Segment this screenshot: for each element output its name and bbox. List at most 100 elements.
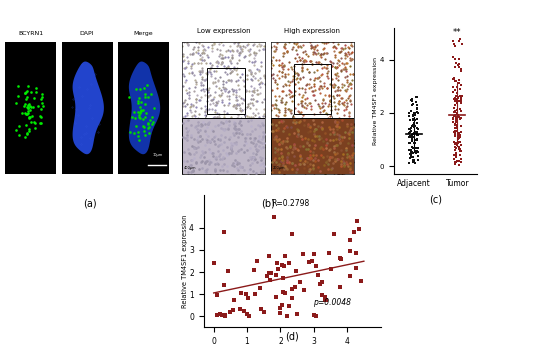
Point (406, 126, 415, 132)
Point (456, 133, 464, 138)
Point (451, 78, 459, 84)
Point (451, 119, 460, 125)
Point (241, 292, 250, 297)
Point (453, 132, 462, 137)
Point (449, 106, 458, 111)
Point (271, 294, 280, 300)
Point (455, 133, 464, 139)
Point (452, 116, 460, 121)
Point (450, 113, 458, 119)
Point (452, 100, 461, 105)
Point (413, 109, 421, 115)
Point (413, 105, 422, 110)
Point (410, 140, 419, 146)
Point (407, 108, 415, 113)
Point (412, 151, 421, 156)
Point (408, 136, 417, 142)
Point (405, 110, 414, 116)
Point (349, 229, 358, 235)
Point (451, 152, 460, 158)
Point (452, 90, 461, 96)
Point (346, 237, 354, 242)
Bar (182, 118, 265, 174)
Point (259, 309, 268, 315)
Point (451, 144, 459, 150)
Point (408, 139, 416, 144)
Point (406, 151, 414, 157)
Point (449, 119, 458, 125)
Point (455, 139, 464, 144)
Point (264, 253, 273, 259)
Point (330, 231, 339, 236)
Point (408, 97, 417, 102)
Point (280, 263, 288, 268)
Point (450, 77, 458, 82)
Point (285, 261, 293, 266)
Bar (271, 118, 354, 174)
Point (412, 94, 421, 99)
Point (406, 141, 414, 146)
Text: (a): (a) (83, 198, 96, 208)
Point (455, 139, 463, 145)
Point (451, 95, 459, 101)
Point (411, 140, 420, 145)
Point (308, 259, 317, 264)
Point (451, 129, 459, 135)
Point (452, 150, 460, 156)
Point (452, 99, 461, 105)
Point (453, 125, 461, 131)
Point (353, 218, 361, 223)
Point (452, 140, 460, 145)
Point (413, 132, 421, 137)
Point (316, 281, 324, 287)
Point (288, 231, 296, 237)
Point (229, 307, 237, 313)
Point (405, 147, 414, 152)
Point (405, 140, 414, 145)
Point (450, 133, 459, 139)
Point (457, 93, 466, 98)
Point (405, 134, 414, 140)
Point (218, 312, 226, 317)
Point (278, 275, 287, 280)
Point (457, 115, 466, 120)
Point (453, 115, 461, 121)
Point (455, 78, 463, 83)
Point (411, 150, 419, 155)
Point (454, 162, 463, 167)
Point (244, 295, 252, 301)
Point (450, 109, 458, 115)
Point (256, 285, 264, 290)
Point (450, 129, 459, 135)
Point (455, 56, 464, 61)
Point (413, 94, 422, 100)
Point (265, 277, 274, 283)
Point (407, 151, 415, 157)
Point (409, 113, 418, 119)
Point (455, 130, 463, 136)
Point (451, 108, 460, 113)
Point (213, 292, 222, 298)
Point (407, 133, 416, 138)
Point (413, 129, 422, 135)
Point (410, 130, 419, 136)
Point (452, 110, 461, 116)
Point (451, 56, 460, 62)
Point (449, 39, 458, 44)
Point (451, 161, 459, 167)
Point (451, 142, 459, 147)
Point (322, 297, 331, 302)
Point (356, 278, 365, 284)
Point (455, 61, 463, 67)
Point (457, 143, 465, 148)
Point (326, 266, 335, 272)
Point (451, 125, 460, 130)
Point (405, 113, 414, 119)
Point (412, 99, 420, 105)
Point (409, 131, 418, 136)
Point (276, 310, 285, 316)
Point (321, 297, 329, 302)
Point (257, 306, 265, 312)
Point (454, 112, 463, 118)
Point (406, 156, 414, 161)
